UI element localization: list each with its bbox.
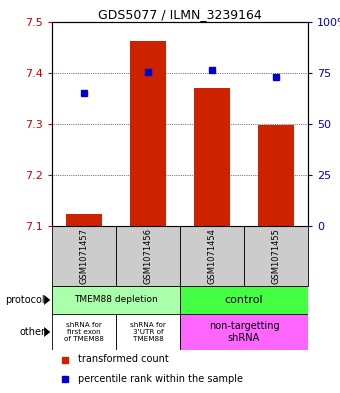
Text: shRNA for
3'UTR of
TMEM88: shRNA for 3'UTR of TMEM88 — [130, 322, 166, 342]
Bar — [131, 41, 166, 226]
Bar — [52, 226, 116, 286]
Bar — [258, 125, 294, 226]
Bar — [66, 214, 102, 226]
Text: control: control — [225, 295, 263, 305]
Text: GSM1071455: GSM1071455 — [272, 228, 280, 284]
Bar — [244, 226, 308, 286]
Bar — [194, 88, 230, 226]
Text: protocol: protocol — [5, 295, 45, 305]
Bar — [116, 226, 180, 286]
Bar — [52, 286, 180, 314]
Text: GSM1071457: GSM1071457 — [80, 228, 88, 284]
Text: non-targetting
shRNA: non-targetting shRNA — [209, 321, 279, 343]
Polygon shape — [44, 327, 50, 337]
Text: other: other — [19, 327, 45, 337]
Text: shRNA for
first exon
of TMEM88: shRNA for first exon of TMEM88 — [64, 322, 104, 342]
Text: GSM1071454: GSM1071454 — [207, 228, 217, 284]
Text: transformed count: transformed count — [78, 354, 168, 364]
Bar — [180, 286, 308, 314]
Bar — [180, 226, 244, 286]
Title: GDS5077 / ILMN_3239164: GDS5077 / ILMN_3239164 — [98, 8, 262, 21]
Text: TMEM88 depletion: TMEM88 depletion — [74, 296, 158, 305]
Text: GSM1071456: GSM1071456 — [143, 228, 153, 284]
Text: percentile rank within the sample: percentile rank within the sample — [78, 373, 243, 384]
Bar — [52, 314, 116, 350]
Polygon shape — [44, 295, 50, 305]
Bar — [116, 314, 180, 350]
Bar — [180, 314, 308, 350]
